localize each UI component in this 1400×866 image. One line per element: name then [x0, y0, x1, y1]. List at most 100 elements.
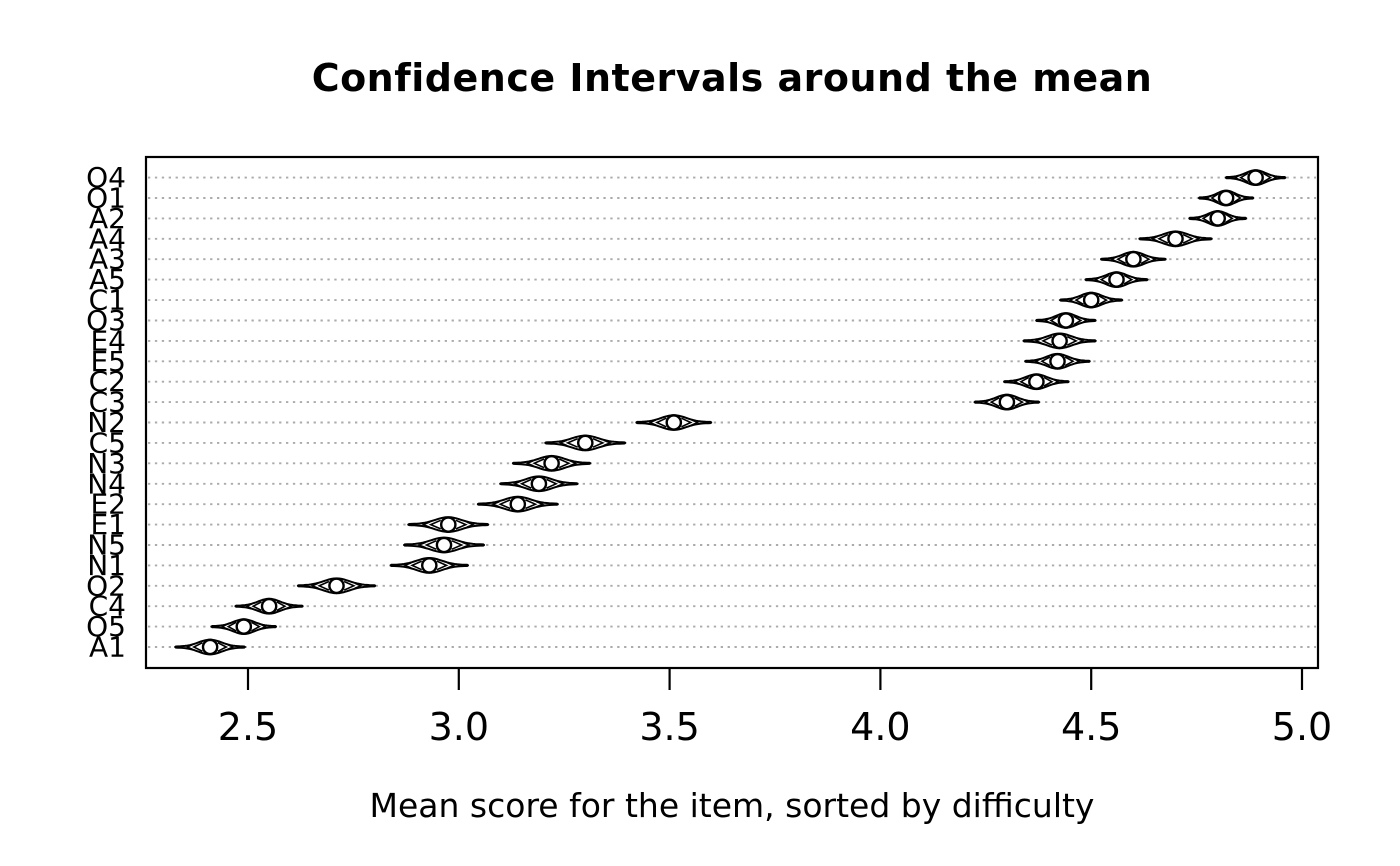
- chevron-left: [654, 417, 667, 428]
- chevron-left: [1116, 254, 1127, 265]
- mean-point: [1057, 312, 1075, 329]
- mean-point: [665, 414, 683, 431]
- x-tick-label: 5.0: [1272, 705, 1332, 749]
- y-axis-label: E1: [90, 508, 126, 541]
- chevron-right: [285, 603, 293, 610]
- chevron-right: [681, 417, 693, 428]
- chevron-left: [428, 519, 442, 530]
- chevron-right: [1107, 297, 1114, 304]
- chevron-left: [498, 499, 511, 510]
- chevron-left: [191, 641, 203, 653]
- chevron-left: [1074, 295, 1084, 306]
- mean-point: [530, 475, 548, 493]
- chevron-right: [1098, 295, 1109, 306]
- chevron-right: [259, 623, 267, 630]
- chevron-left: [1210, 193, 1219, 203]
- chart-title: Confidence Intervals around the mean: [311, 56, 1153, 100]
- chevron-left: [1157, 233, 1169, 244]
- chevron-left: [1110, 256, 1118, 263]
- chevron-right: [436, 560, 449, 571]
- plot-box: [144, 155, 1320, 670]
- chevron-right: [1123, 274, 1134, 285]
- chevron-right: [569, 460, 578, 467]
- chevron-right: [1066, 335, 1078, 346]
- chevron-left: [185, 643, 194, 651]
- y-axis-label: A5: [89, 263, 126, 296]
- mean-point: [1051, 332, 1068, 350]
- chevron-right: [1132, 276, 1139, 283]
- chevron-left: [512, 480, 521, 487]
- chevron-left: [648, 419, 657, 426]
- mean-point: [998, 393, 1016, 411]
- y-axis-label: A4: [89, 222, 126, 255]
- chevron-right: [1064, 356, 1075, 367]
- chevron-left: [421, 521, 430, 528]
- chevron-left: [220, 623, 228, 630]
- chevron-right: [447, 562, 456, 569]
- chevron-right: [1262, 172, 1273, 183]
- chevron-right: [1192, 235, 1201, 242]
- chevron-left: [417, 541, 426, 549]
- mean-point: [1028, 373, 1045, 391]
- chevron-left: [1068, 297, 1076, 304]
- y-axis-label: E4: [90, 324, 126, 357]
- chevron-left: [251, 601, 262, 612]
- chevron-right: [1140, 254, 1151, 265]
- mean-point: [1108, 271, 1125, 288]
- mean-point: [201, 638, 219, 656]
- chevron-left: [525, 460, 534, 467]
- chevron-right: [1043, 376, 1054, 387]
- chevron-left: [403, 562, 412, 569]
- mean-point: [439, 516, 457, 533]
- x-tick-label: 4.0: [850, 705, 910, 749]
- chevron-right: [592, 437, 605, 448]
- x-tick-label: 4.5: [1061, 705, 1121, 749]
- y-axis-label: E5: [90, 345, 126, 378]
- chevron-left: [1041, 335, 1053, 346]
- chevron-left: [1196, 215, 1203, 222]
- y-axis-label: E2: [90, 488, 126, 521]
- chevron-right: [466, 521, 475, 528]
- x-tick-label: 3.5: [639, 705, 699, 749]
- mean-point: [1209, 210, 1226, 227]
- chevron-right: [451, 539, 464, 551]
- chevron-right: [1076, 337, 1085, 344]
- chevron-right: [462, 541, 471, 549]
- chevron-right: [525, 499, 538, 510]
- chevron-left: [532, 458, 545, 469]
- chevron-right: [251, 621, 261, 632]
- chevron-left: [226, 621, 237, 632]
- mean-point: [1049, 352, 1066, 370]
- mean-point: [328, 577, 345, 595]
- y-axis-label: N4: [87, 467, 126, 500]
- chevron-left: [1049, 315, 1059, 326]
- chevron-left: [1099, 274, 1110, 285]
- chevron-right: [276, 601, 287, 612]
- mean-point: [435, 536, 453, 554]
- y-axis-label: C4: [89, 590, 126, 623]
- y-axis-label: A2: [89, 202, 126, 235]
- chevron-left: [1040, 356, 1051, 367]
- chevron-left: [491, 501, 500, 508]
- chevron-left: [984, 399, 991, 406]
- chevron-left: [1150, 235, 1159, 242]
- mean-point: [1247, 169, 1264, 186]
- chevron-right: [1052, 378, 1060, 385]
- chevron-right: [536, 501, 545, 508]
- x-axis-title: Mean score for the item, sorted by diffi…: [369, 786, 1095, 825]
- chevron-left: [1034, 358, 1042, 365]
- chevron-right: [1271, 174, 1278, 181]
- chevron-right: [1233, 193, 1242, 203]
- y-axis-label: O3: [86, 304, 126, 337]
- mean-point: [420, 557, 438, 574]
- y-axis-label: C5: [89, 426, 126, 459]
- y-axis-label: N3: [87, 447, 126, 480]
- y-axis-label: A3: [89, 243, 126, 276]
- chevron-right: [455, 519, 468, 530]
- y-axis-label: N1: [87, 549, 126, 582]
- mean-point: [1125, 250, 1142, 268]
- chevron-left: [1201, 213, 1211, 224]
- chevron-right: [217, 641, 229, 653]
